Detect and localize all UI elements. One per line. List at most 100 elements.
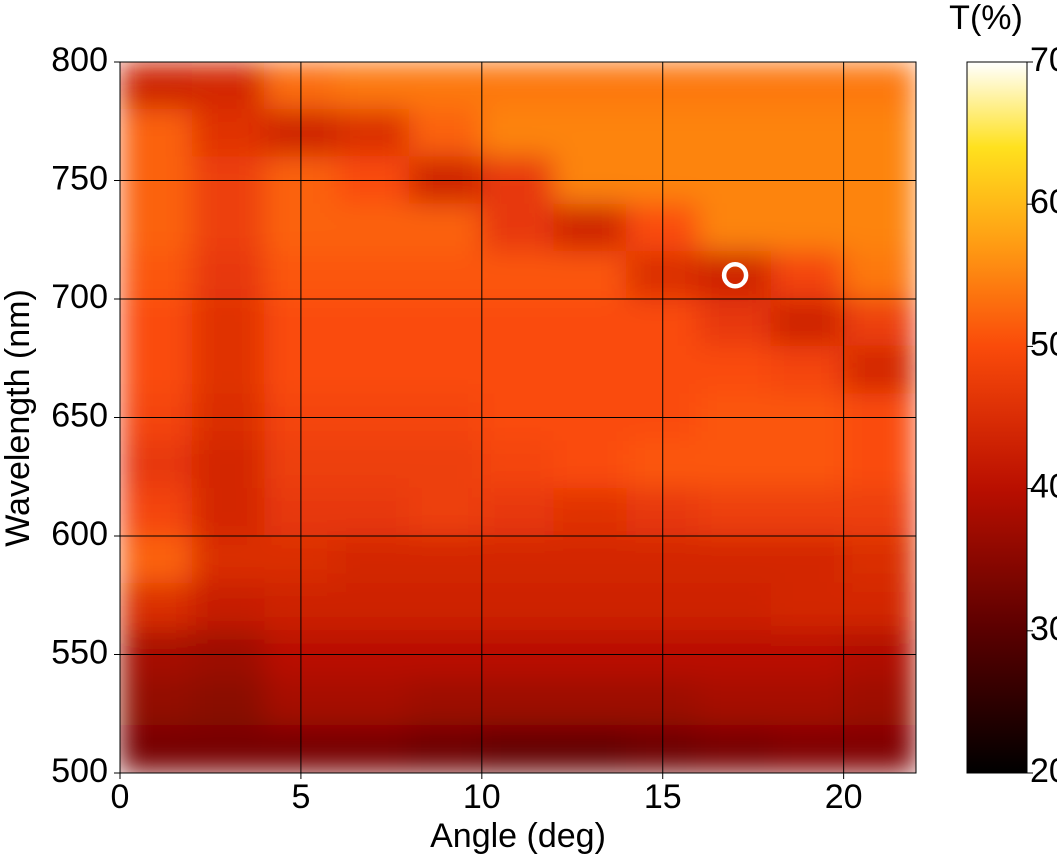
heatmap-cell	[553, 440, 628, 490]
heatmap-cell	[481, 251, 555, 300]
heatmap-cell	[770, 488, 845, 537]
heatmap-cell	[553, 535, 628, 584]
heatmap-cell	[120, 108, 193, 158]
heatmap-cell	[191, 298, 266, 347]
heatmap-cell	[191, 440, 266, 490]
heatmap-cell	[120, 62, 193, 110]
heatmap-cell	[191, 488, 266, 537]
heatmap-cell	[553, 677, 628, 727]
heatmap-cell	[191, 108, 266, 158]
y-tick-label: 700	[51, 278, 108, 316]
heatmap-cell	[120, 298, 193, 347]
heatmap-cell	[120, 440, 193, 490]
y-tick-label: 650	[51, 396, 108, 434]
heatmap-cell	[843, 535, 916, 584]
colorbar-label: T(%)	[949, 0, 1023, 37]
heatmap-cell	[481, 488, 555, 537]
heatmap-cell	[336, 725, 410, 773]
colorbar-tick-label: 70	[1030, 41, 1057, 79]
colorbar-tick-label: 20	[1030, 752, 1057, 790]
heatmap-cell	[770, 440, 845, 490]
heatmap-cell	[698, 108, 772, 158]
heatmap-cell	[408, 488, 483, 537]
heatmap-cell	[843, 582, 916, 632]
heatmap-cell	[843, 62, 916, 110]
heatmap-cell	[191, 203, 266, 253]
heatmap-cell	[408, 108, 483, 158]
heatmap-cell	[843, 488, 916, 537]
heatmap-cell	[408, 251, 483, 300]
heatmap-cell	[408, 203, 483, 253]
heatmap-cell	[843, 440, 916, 490]
heatmap-cell	[843, 677, 916, 727]
heatmap-cell	[408, 725, 483, 773]
heatmap-cell	[553, 203, 628, 253]
heatmap-cell	[698, 203, 772, 253]
heatmap-cell	[408, 440, 483, 490]
heatmap-cell	[698, 62, 772, 110]
heatmap-cell	[336, 345, 410, 395]
marker	[721, 262, 749, 289]
x-tick-label: 5	[291, 778, 310, 816]
heatmap-cell	[336, 488, 410, 537]
x-tick-label: 20	[825, 778, 863, 816]
heatmap-cell	[843, 725, 916, 773]
heatmap-cell	[120, 725, 193, 773]
x-tick-label: 0	[111, 778, 130, 816]
heatmap-cell	[191, 677, 266, 727]
y-tick-label: 800	[51, 41, 108, 79]
heatmap-cell	[553, 582, 628, 632]
heatmap-cell	[698, 345, 772, 395]
heatmap-cell	[336, 440, 410, 490]
heatmap-cell	[481, 203, 555, 253]
heatmap-cell	[191, 251, 266, 300]
heatmap-cell	[336, 298, 410, 347]
heatmap-cell	[770, 582, 845, 632]
heatmap-cell	[481, 677, 555, 727]
colorbar-tick-label: 40	[1030, 468, 1057, 506]
heatmap-cell	[698, 535, 772, 584]
y-tick-label: 500	[51, 752, 108, 790]
heatmap-cell	[408, 298, 483, 347]
y-tick-label: 550	[51, 633, 108, 671]
heatmap-cell	[191, 535, 266, 584]
y-tick-label: 750	[51, 159, 108, 197]
colorbar	[966, 61, 1028, 774]
heatmap-cell	[698, 298, 772, 347]
heatmap-cell	[770, 345, 845, 395]
x-axis-label: Angle (deg)	[430, 817, 606, 855]
x-tick-label: 15	[644, 778, 682, 816]
colorbar-tick-label: 30	[1030, 610, 1057, 648]
heatmap-cell	[336, 62, 410, 110]
heatmap-cell	[770, 677, 845, 727]
heatmap-cell	[336, 582, 410, 632]
overlay: 0 5 10 15 20 500 550 600 650 700 750 800	[51, 41, 917, 816]
heatmap-cell	[770, 62, 845, 110]
heatmap-cell	[481, 345, 555, 395]
heatmap-cell	[481, 62, 555, 110]
heatmap-cell	[698, 251, 772, 300]
heatmap-cell	[770, 203, 845, 253]
heatmap-cell	[553, 488, 628, 537]
heatmap-cell	[770, 108, 845, 158]
heatmap-cell	[553, 108, 628, 158]
heatmap-cell	[336, 677, 410, 727]
heatmap-cell	[843, 108, 916, 158]
heatmap-cell	[481, 108, 555, 158]
heatmap-cell	[770, 298, 845, 347]
heatmap-cell	[553, 251, 628, 300]
heatmap-cell	[553, 298, 628, 347]
heatmap-cell	[120, 345, 193, 395]
heatmap-cell	[481, 440, 555, 490]
colorbar-tick-label: 50	[1030, 325, 1057, 363]
heatmap-cell	[698, 677, 772, 727]
heatmap-cell	[481, 725, 555, 773]
y-axis-label: Wavelength (nm)	[0, 289, 37, 547]
heatmap-cell	[843, 203, 916, 253]
heatmap-cell	[843, 298, 916, 347]
heatmap-cell	[698, 488, 772, 537]
y-tick-label: 600	[51, 515, 108, 553]
heatmap-cell	[191, 345, 266, 395]
heatmap-cell	[843, 345, 916, 395]
